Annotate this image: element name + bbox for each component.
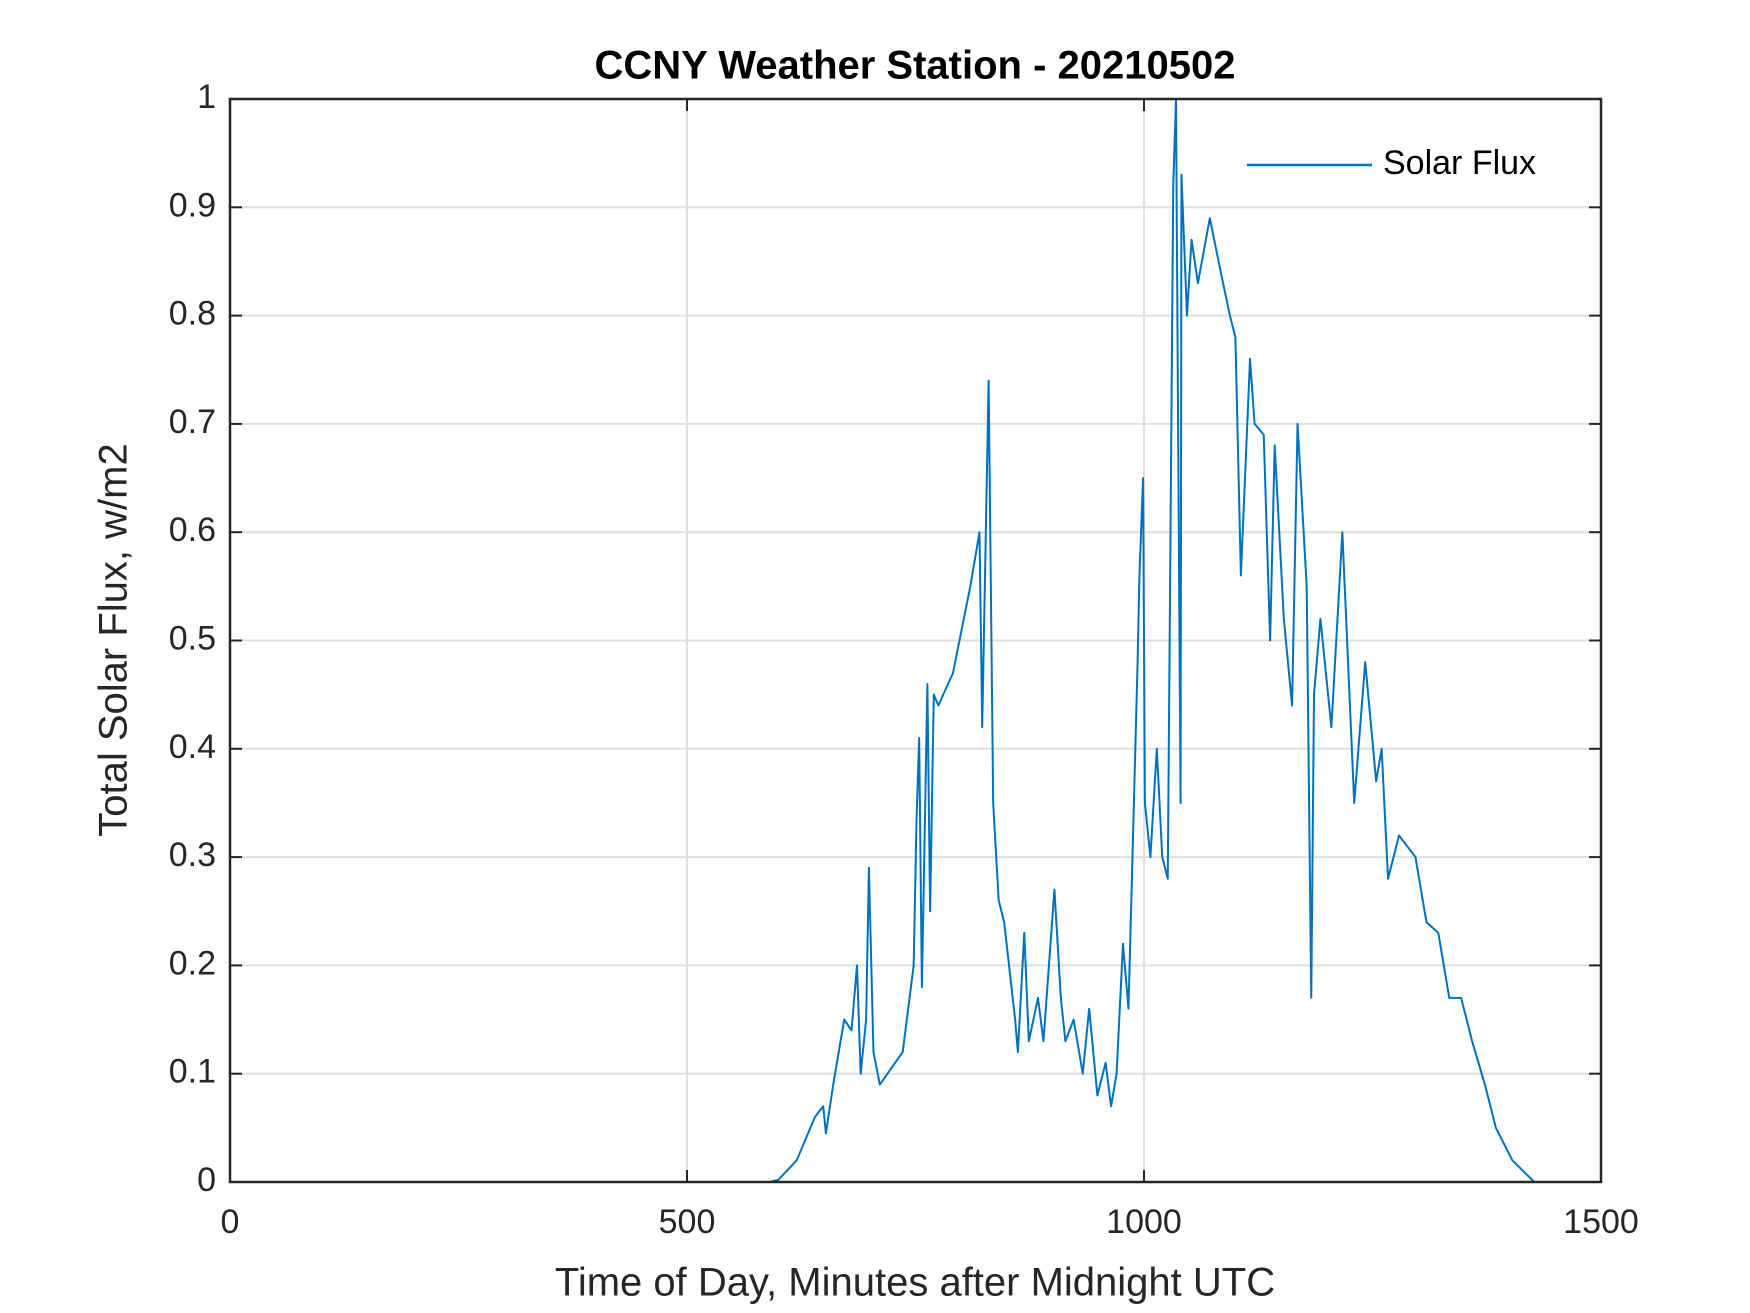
y-tick-label: 0.8 (169, 295, 216, 333)
y-axis-label: Total Solar Flux, w/m2 (92, 443, 136, 836)
x-tick-label: 0 (221, 1203, 240, 1241)
x-tick-label: 1500 (1563, 1203, 1639, 1241)
y-tick-label: 0.9 (169, 186, 216, 224)
legend-label: Solar Flux (1383, 144, 1536, 182)
y-tick-label: 0.6 (169, 511, 216, 549)
y-tick-label: 1 (197, 78, 216, 116)
y-tick-label: 0.5 (169, 619, 216, 657)
x-axis-label: Time of Day, Minutes after Midnight UTC (555, 1261, 1275, 1305)
y-tick-label: 0.7 (169, 403, 216, 441)
y-tick-label: 0.1 (169, 1053, 216, 1091)
y-tick-label: 0.3 (169, 836, 216, 874)
plot-frame (228, 97, 1603, 1184)
data-line (230, 98, 1535, 1183)
y-tick-label: 0.2 (169, 944, 216, 982)
x-tick-label: 1000 (1106, 1203, 1182, 1241)
x-tick-label: 500 (659, 1203, 716, 1241)
chart-title: CCNY Weather Station - 20210502 (595, 44, 1236, 88)
y-tick-label: 0 (197, 1161, 216, 1199)
y-tick-label: 0.4 (169, 728, 216, 766)
